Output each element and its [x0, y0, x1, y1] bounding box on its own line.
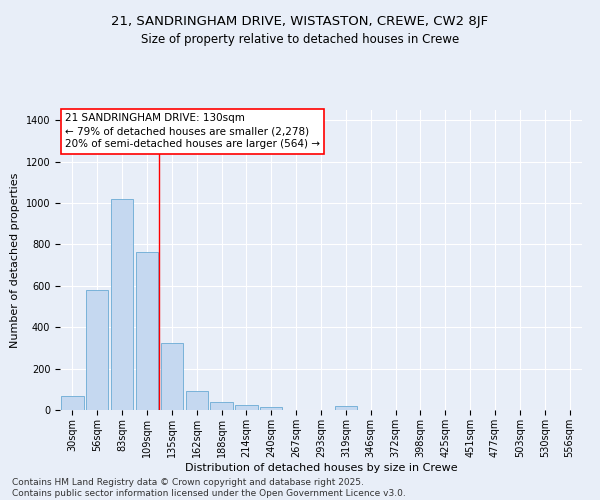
Bar	[161, 343, 183, 410]
Bar	[211, 402, 233, 410]
Bar	[335, 406, 357, 410]
Text: 21, SANDRINGHAM DRIVE, WISTASTON, CREWE, CW2 8JF: 21, SANDRINGHAM DRIVE, WISTASTON, CREWE,…	[112, 15, 488, 28]
Text: 21 SANDRINGHAM DRIVE: 130sqm
← 79% of detached houses are smaller (2,278)
20% of: 21 SANDRINGHAM DRIVE: 130sqm ← 79% of de…	[65, 113, 320, 150]
Text: Size of property relative to detached houses in Crewe: Size of property relative to detached ho…	[141, 32, 459, 46]
Text: Contains HM Land Registry data © Crown copyright and database right 2025.
Contai: Contains HM Land Registry data © Crown c…	[12, 478, 406, 498]
Bar	[260, 407, 283, 410]
Bar	[235, 405, 257, 410]
Bar	[86, 290, 109, 410]
X-axis label: Distribution of detached houses by size in Crewe: Distribution of detached houses by size …	[185, 462, 457, 472]
Bar	[185, 391, 208, 410]
Bar	[136, 252, 158, 410]
Y-axis label: Number of detached properties: Number of detached properties	[10, 172, 20, 348]
Bar	[111, 198, 133, 410]
Bar	[61, 396, 83, 410]
